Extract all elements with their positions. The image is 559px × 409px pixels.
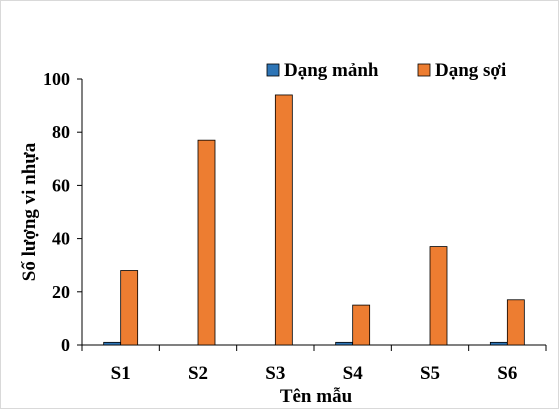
bars — [103, 94, 525, 346]
axes — [77, 78, 547, 351]
legend-label: Dạng sợi — [435, 60, 506, 81]
legend-label: Dạng mảnh — [284, 60, 379, 81]
y-tick-label: 40 — [52, 229, 70, 249]
y-tick-label: 60 — [52, 175, 70, 195]
legend: Dạng mảnh Dạng sợi — [266, 60, 506, 81]
bar — [197, 139, 216, 346]
legend-swatch — [266, 63, 280, 77]
x-category-label: S2 — [188, 363, 208, 384]
x-category-label: S6 — [497, 363, 517, 384]
x-category-label: S3 — [265, 363, 285, 384]
bar — [274, 94, 293, 346]
x-category-label: S4 — [343, 363, 364, 384]
bar — [429, 246, 448, 346]
y-axis-title: Số lượng vi nhựa — [19, 142, 40, 281]
bar — [103, 341, 122, 346]
y-tick-label: 80 — [52, 122, 70, 142]
bar — [335, 341, 354, 346]
category-labels: S1 S2 S3 S4 S5 S6 — [111, 363, 518, 384]
tick-labels: 0 20 40 60 80 100 — [43, 69, 70, 355]
legend-swatch — [417, 63, 431, 77]
bar — [352, 304, 371, 346]
x-category-label: S1 — [111, 363, 131, 384]
y-tick-label: 100 — [43, 69, 70, 89]
x-axis-title: Tên mẫu — [280, 386, 353, 407]
bar — [506, 299, 525, 346]
y-tick-label: 20 — [52, 282, 70, 302]
x-category-label: S5 — [420, 363, 440, 384]
bar — [489, 341, 508, 346]
y-tick-label: 0 — [61, 335, 70, 355]
bar — [120, 270, 139, 346]
